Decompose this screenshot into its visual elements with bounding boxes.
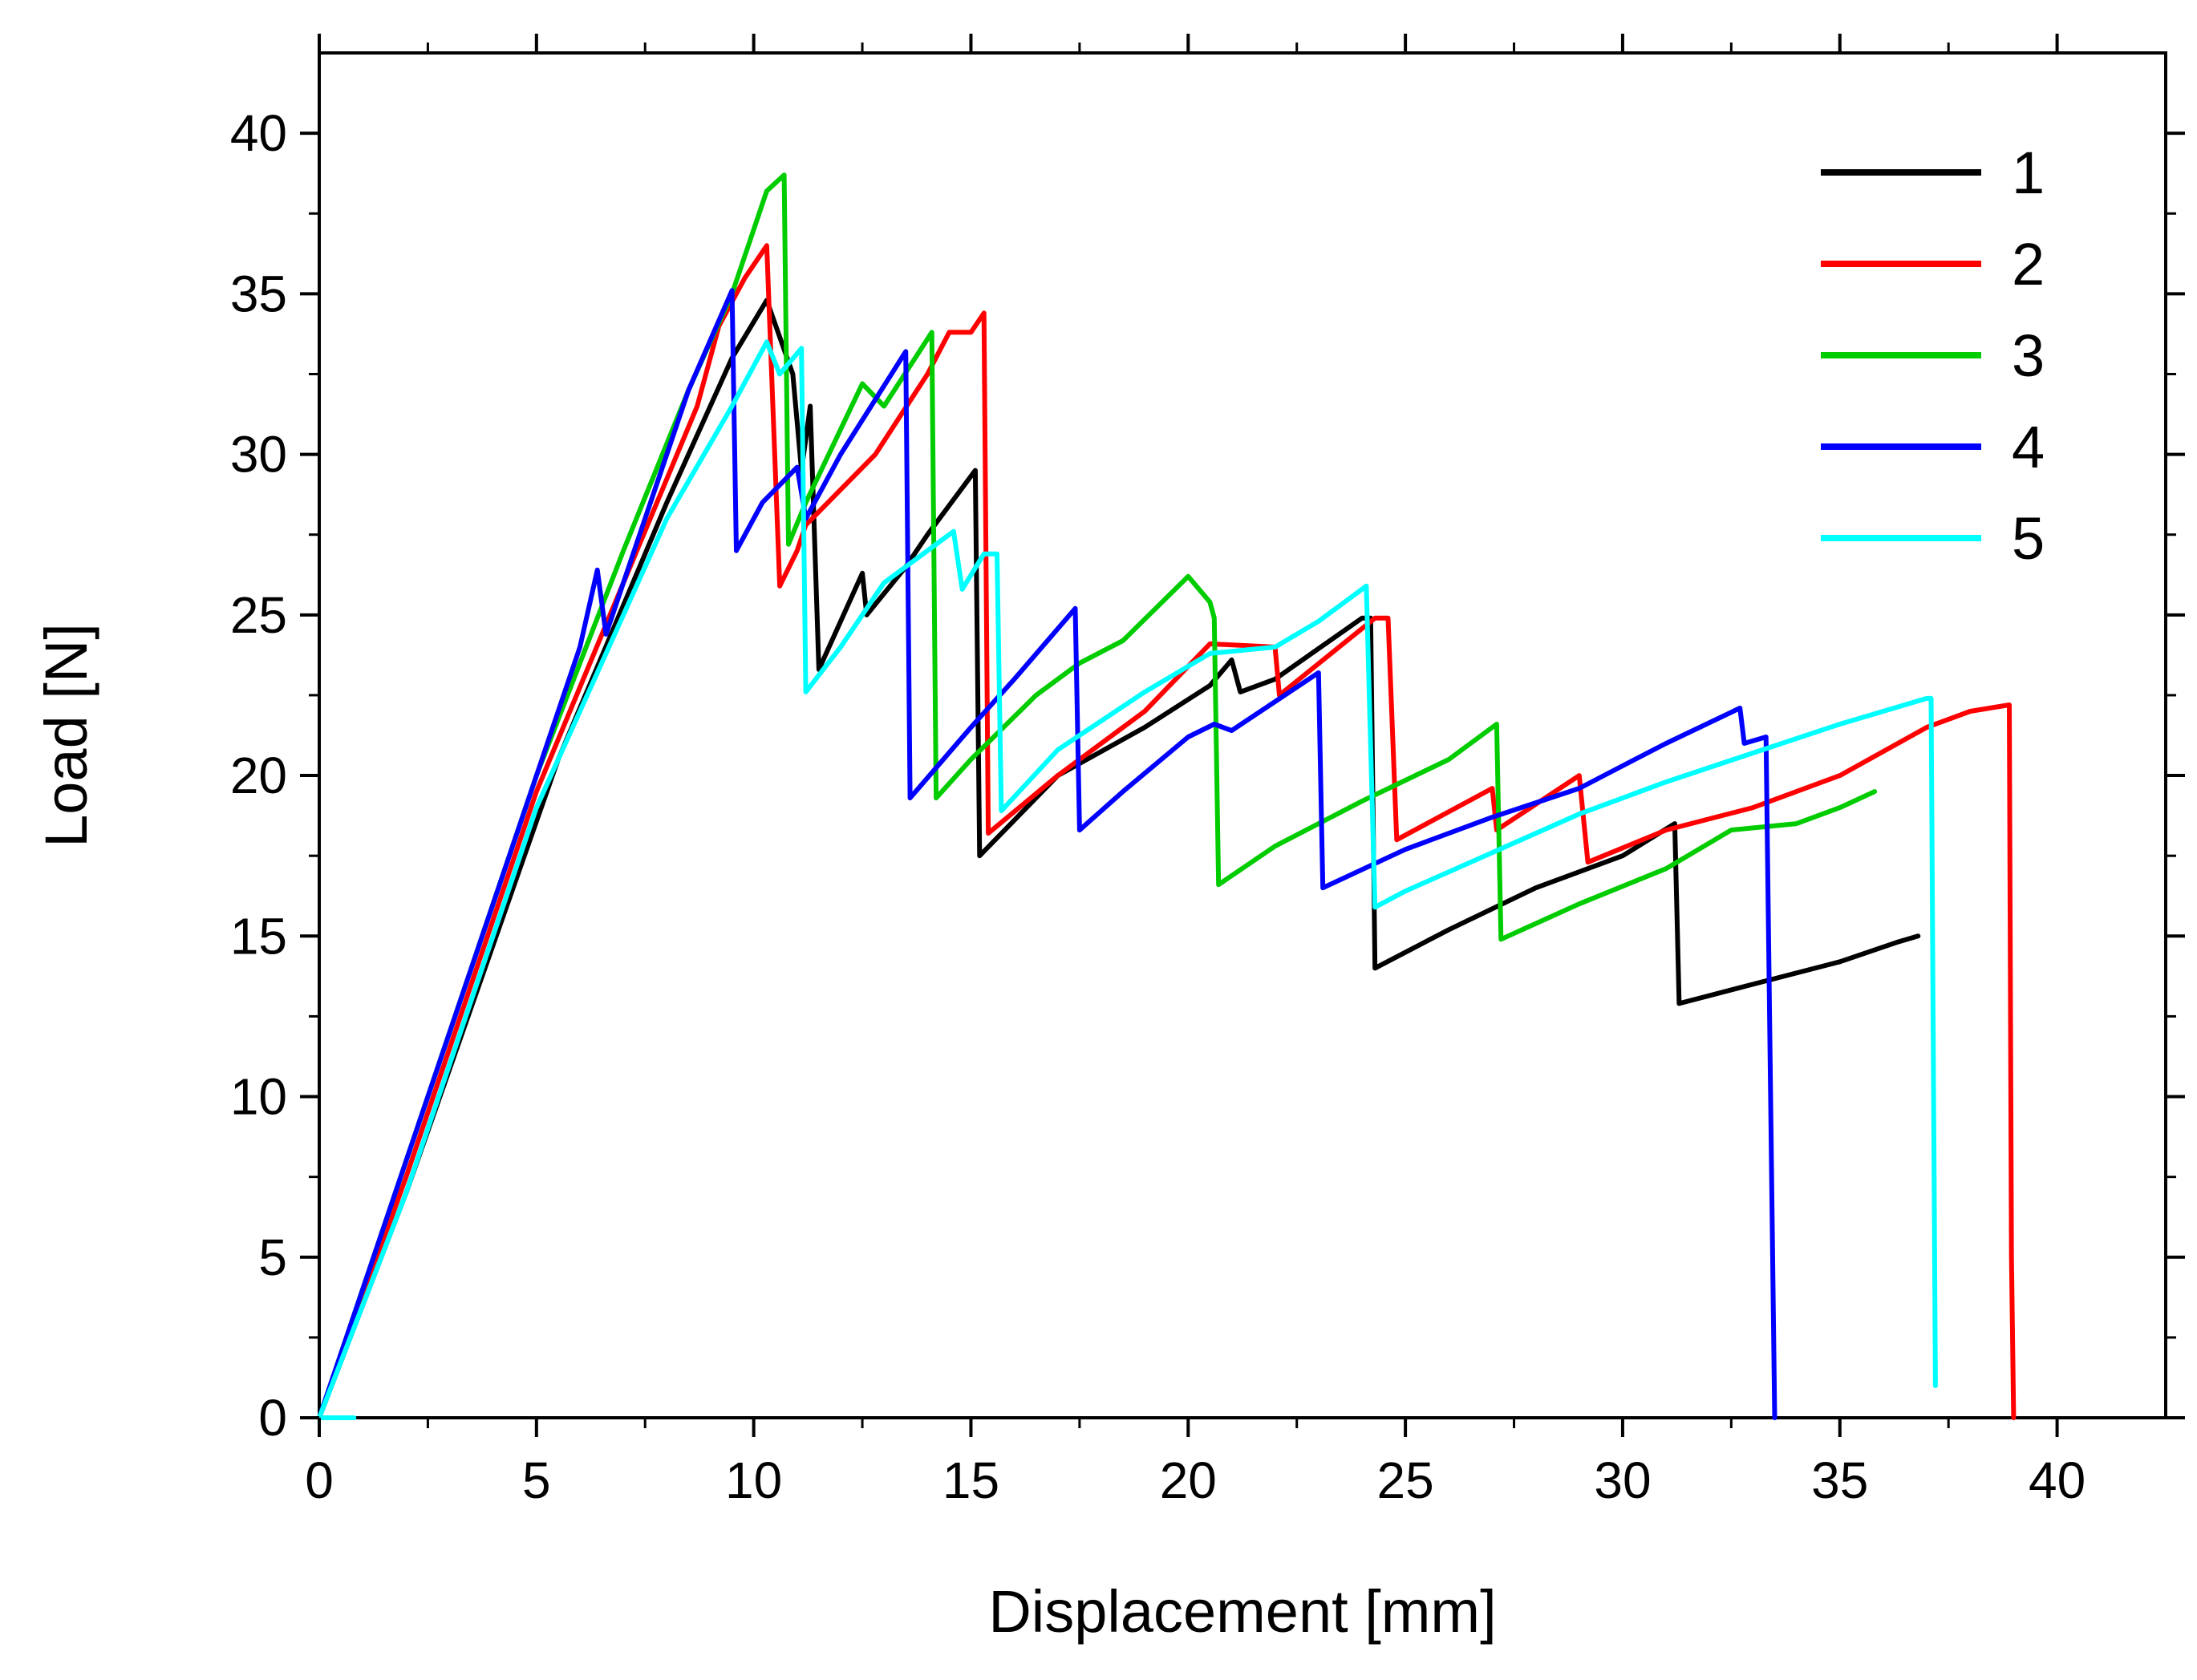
- plot-border: [318, 51, 2167, 1419]
- legend-label-5: 5: [2012, 505, 2045, 572]
- y-tick-label: 40: [230, 104, 287, 162]
- x-tick-label: 15: [942, 1451, 999, 1509]
- y-tick-label: 0: [258, 1389, 287, 1447]
- legend-label-4: 4: [2012, 414, 2045, 480]
- series-layer: [317, 172, 2017, 1420]
- series-line-5: [317, 339, 1938, 1420]
- x-tick-label: 10: [725, 1451, 782, 1509]
- y-tick-label: 35: [230, 265, 287, 322]
- y-axis-title: Load [N]: [33, 623, 99, 848]
- plot-frame: [318, 51, 2167, 1419]
- series-line-2: [317, 243, 2017, 1420]
- y-tick-label: 5: [258, 1229, 287, 1286]
- legend-label-2: 2: [2012, 231, 2045, 298]
- legend-label-1: 1: [2012, 140, 2045, 206]
- x-tick-label: 0: [305, 1451, 334, 1509]
- series-line-4: [317, 288, 1777, 1420]
- x-tick-label: 5: [522, 1451, 551, 1509]
- y-tick-label: 15: [230, 907, 287, 965]
- x-axis-title: Displacement [mm]: [988, 1578, 1496, 1645]
- legend-label-3: 3: [2012, 322, 2045, 389]
- x-tick-label: 30: [1594, 1451, 1651, 1509]
- legend: 1 2 3 4 5: [1821, 140, 2045, 572]
- y-tick-label: 10: [230, 1068, 287, 1126]
- x-tick-label: 40: [2029, 1451, 2086, 1509]
- x-tick-label: 20: [1160, 1451, 1217, 1509]
- y-tick-label: 20: [230, 747, 287, 804]
- y-tick-label: 25: [230, 586, 287, 644]
- x-tick-label: 25: [1377, 1451, 1434, 1509]
- series-line-3: [317, 172, 1878, 1420]
- x-tick-label: 35: [1811, 1451, 1868, 1509]
- y-tick-label: 30: [230, 426, 287, 484]
